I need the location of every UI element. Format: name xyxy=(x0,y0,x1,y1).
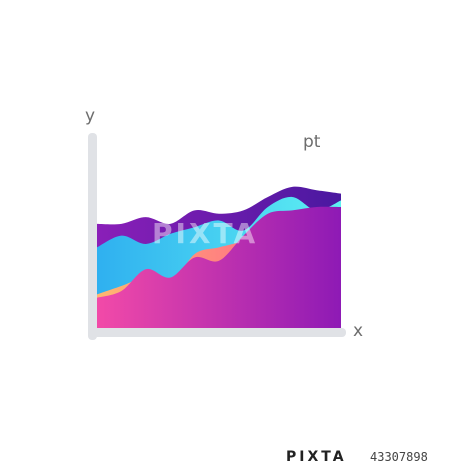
watermark: PIXTA xyxy=(152,217,259,250)
y-axis-line xyxy=(88,133,97,340)
annotation-label: pt xyxy=(303,132,321,152)
footer-logo: PIXTA xyxy=(286,449,347,465)
y-axis-label: y xyxy=(85,106,96,126)
area-series-group xyxy=(97,186,341,328)
area-series-1 xyxy=(97,206,341,328)
footer-image-id: 43307898 xyxy=(370,450,428,464)
footer-bar xyxy=(0,443,450,469)
x-axis-label: x xyxy=(353,321,364,341)
x-axis-line xyxy=(88,328,346,337)
